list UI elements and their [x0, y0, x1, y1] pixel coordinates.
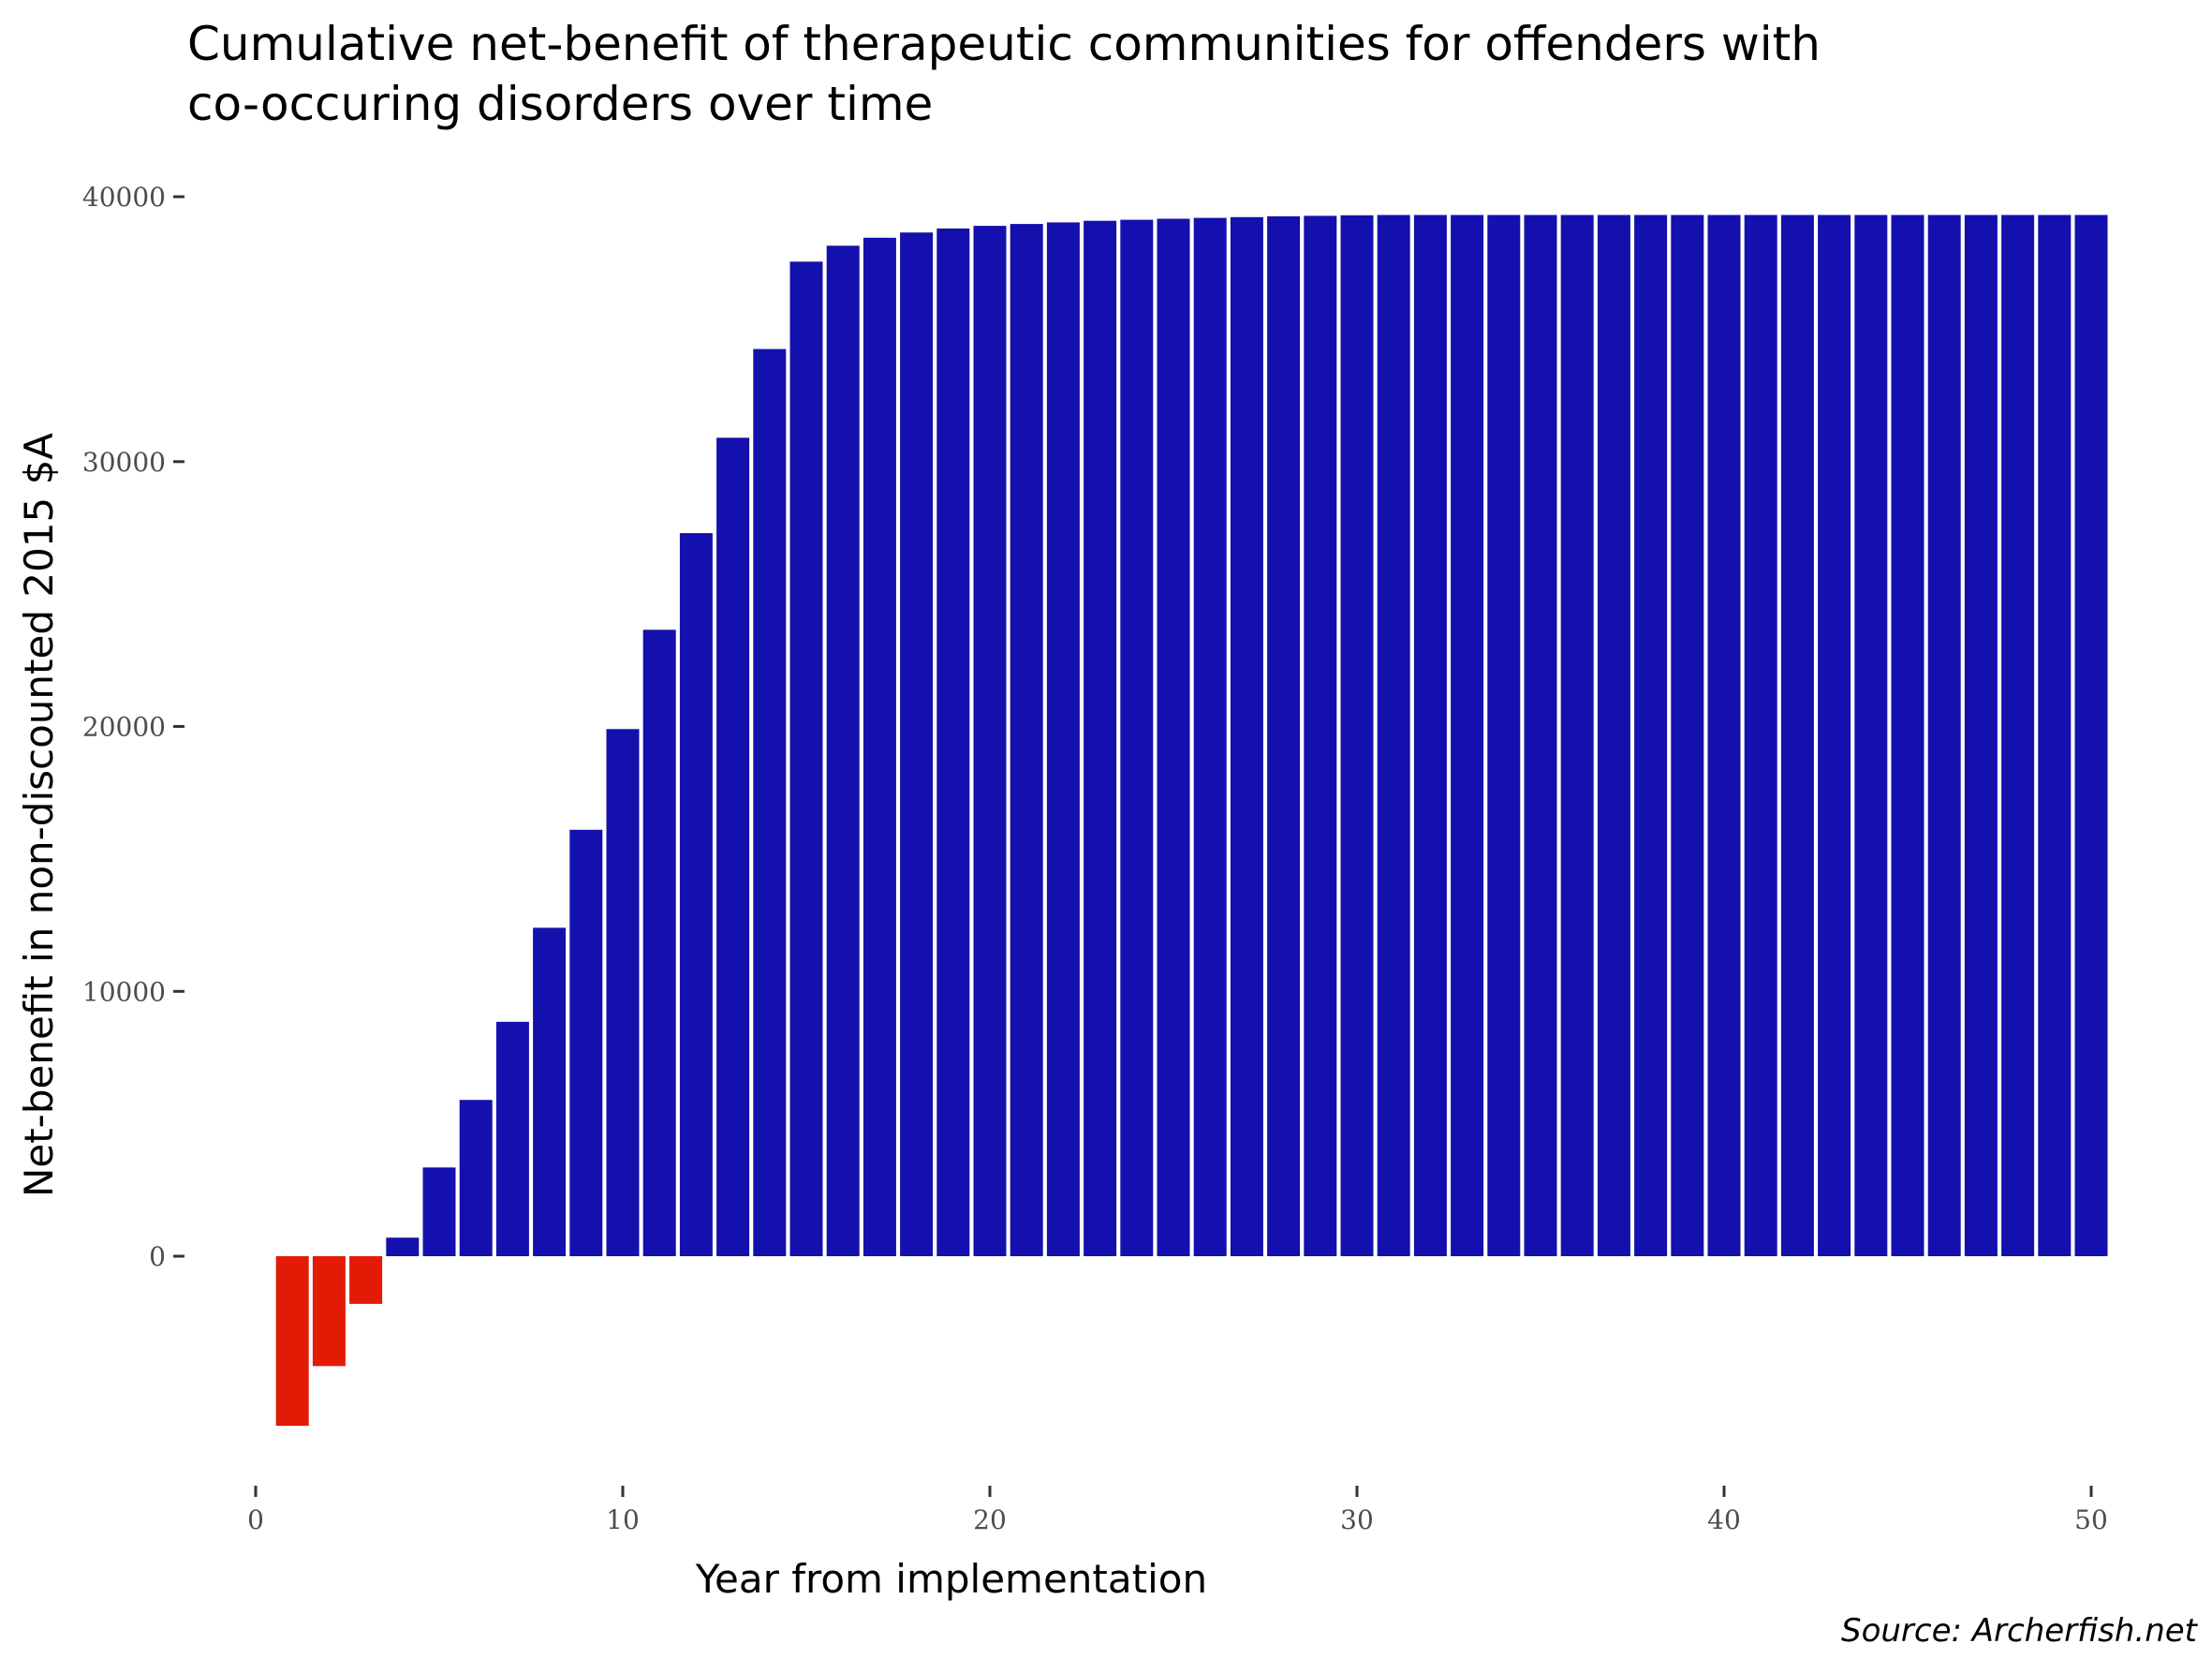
- y-tick-label: 30000: [82, 447, 166, 478]
- bar-year-26: [1193, 217, 1227, 1257]
- bar-year-44: [1854, 215, 1888, 1256]
- bar-year-2: [312, 1256, 346, 1367]
- bar-year-6: [459, 1100, 493, 1256]
- bar-year-47: [1964, 215, 1998, 1256]
- x-tick-label: 40: [1707, 1504, 1741, 1535]
- bar-year-8: [533, 927, 567, 1256]
- x-tick-label: 30: [1340, 1504, 1374, 1535]
- y-tick-label: 10000: [82, 976, 166, 1007]
- bar-year-7: [495, 1021, 529, 1256]
- bar-year-21: [1010, 224, 1043, 1257]
- bar-year-11: [642, 630, 676, 1256]
- bar-year-25: [1157, 218, 1190, 1256]
- bar-year-45: [1891, 215, 1924, 1256]
- bar-year-24: [1120, 219, 1154, 1257]
- bar-year-22: [1046, 222, 1080, 1256]
- chart-title-line-1: Cumulative net-benefit of therapeutic co…: [187, 17, 1821, 71]
- bar-year-36: [1560, 215, 1594, 1256]
- bar-year-31: [1377, 215, 1410, 1256]
- y-tick-label: 40000: [82, 182, 166, 213]
- bar-year-49: [2038, 215, 2072, 1256]
- x-tick-label: 0: [247, 1504, 264, 1535]
- y-tick-label: 20000: [82, 712, 166, 743]
- bar-year-13: [716, 437, 750, 1256]
- bar-year-12: [679, 533, 713, 1256]
- bar-year-50: [2074, 215, 2108, 1256]
- bar-year-27: [1230, 216, 1263, 1256]
- bar-year-20: [973, 226, 1007, 1257]
- bar-year-46: [1927, 215, 1961, 1256]
- bar-year-34: [1487, 215, 1521, 1256]
- bar-year-4: [386, 1237, 420, 1256]
- bar-year-33: [1451, 215, 1484, 1256]
- bar-year-42: [1780, 215, 1814, 1256]
- chart-caption: Source: Archerfish.net: [1841, 1612, 2199, 1650]
- bar-year-32: [1413, 215, 1447, 1256]
- bar-year-38: [1634, 215, 1668, 1256]
- bar-year-14: [753, 348, 787, 1257]
- x-axis-title: Year from implementation: [695, 1556, 1207, 1602]
- bar-year-29: [1304, 215, 1337, 1256]
- bar-year-16: [826, 245, 860, 1256]
- bar-year-18: [900, 232, 934, 1257]
- bar-year-43: [1818, 215, 1851, 1256]
- bar-year-3: [349, 1256, 383, 1304]
- bar-year-15: [789, 261, 823, 1256]
- bar-year-10: [606, 729, 640, 1256]
- bar-year-1: [275, 1256, 309, 1426]
- bar-year-23: [1084, 220, 1117, 1257]
- bar-year-37: [1597, 215, 1630, 1256]
- bar-year-41: [1744, 215, 1777, 1256]
- bar-year-35: [1524, 215, 1557, 1256]
- bar-year-28: [1267, 215, 1301, 1256]
- x-tick-label: 20: [973, 1504, 1007, 1535]
- y-axis: 0 10000 20000 30000 40000: [82, 182, 184, 1272]
- y-tick-label: 0: [149, 1241, 166, 1272]
- bar-year-19: [936, 228, 970, 1256]
- x-axis: 0 10 20 30 40 50: [247, 1486, 2108, 1535]
- bar-year-39: [1671, 215, 1704, 1256]
- bar-year-40: [1707, 215, 1741, 1256]
- bar-year-48: [2001, 215, 2035, 1256]
- bar-series: [275, 215, 2108, 1426]
- x-tick-label: 10: [606, 1504, 640, 1535]
- chart-title-line-2: co-occuring disorders over time: [187, 77, 933, 131]
- y-axis-title: Net-benefit in non-discounted 2015 $A: [16, 433, 62, 1197]
- bar-year-5: [422, 1167, 456, 1256]
- x-tick-label: 50: [2074, 1504, 2108, 1535]
- bar-year-30: [1340, 215, 1374, 1256]
- bar-year-17: [863, 237, 896, 1256]
- bar-year-9: [569, 829, 603, 1256]
